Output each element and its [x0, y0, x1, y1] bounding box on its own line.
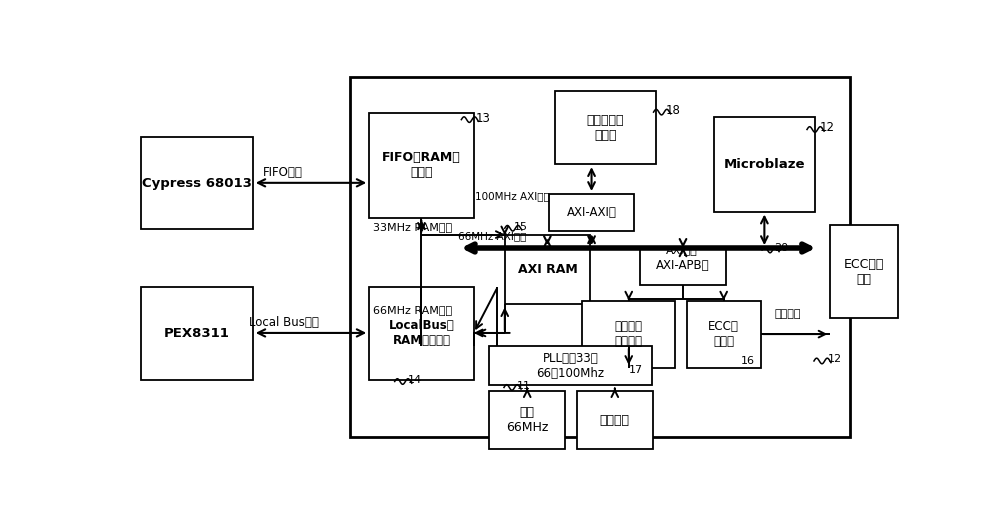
Text: 迭代哈希运
算模块: 迭代哈希运 算模块 [587, 114, 624, 142]
Text: 20: 20 [774, 243, 789, 253]
Text: 18: 18 [665, 104, 680, 116]
Text: 66MHz AXI接口: 66MHz AXI接口 [458, 231, 527, 242]
Text: 66MHz RAM接口: 66MHz RAM接口 [373, 305, 452, 315]
FancyBboxPatch shape [140, 287, 253, 380]
Text: LocalBus转
RAM接口模块: LocalBus转 RAM接口模块 [389, 319, 454, 347]
Text: 异步接口: 异步接口 [774, 309, 801, 320]
Text: 13: 13 [475, 111, 490, 125]
Text: 15: 15 [514, 223, 528, 232]
FancyBboxPatch shape [140, 136, 253, 229]
Text: 12: 12 [819, 122, 834, 134]
FancyBboxPatch shape [555, 91, 656, 164]
Text: 17: 17 [629, 365, 643, 374]
Text: 12: 12 [828, 354, 842, 364]
Text: ECC控
制模块: ECC控 制模块 [708, 320, 739, 348]
Text: AXI-AXI桥: AXI-AXI桥 [567, 206, 616, 219]
Text: ECC算法
芯片: ECC算法 芯片 [844, 258, 885, 286]
FancyBboxPatch shape [350, 77, 850, 437]
Text: Cypress 68013: Cypress 68013 [142, 176, 252, 189]
FancyBboxPatch shape [549, 194, 634, 231]
Text: FIFO总线: FIFO总线 [262, 166, 302, 179]
FancyBboxPatch shape [714, 117, 815, 212]
Text: Local Bus总线: Local Bus总线 [249, 316, 319, 329]
FancyBboxPatch shape [582, 301, 675, 368]
Text: 噪声芯片
控制模块: 噪声芯片 控制模块 [615, 320, 643, 348]
FancyBboxPatch shape [505, 235, 590, 305]
FancyBboxPatch shape [687, 301, 761, 368]
Text: AXI-APB桥: AXI-APB桥 [656, 260, 710, 272]
Text: 16: 16 [741, 356, 755, 366]
Text: AXI总线: AXI总线 [666, 245, 697, 254]
Text: FIFO转RAM接
口模块: FIFO转RAM接 口模块 [382, 151, 461, 179]
Text: 11: 11 [517, 381, 531, 391]
Text: 噪声芯片: 噪声芯片 [600, 413, 630, 426]
Text: Microblaze: Microblaze [724, 158, 805, 171]
Text: AXI RAM: AXI RAM [518, 264, 577, 277]
Text: 14: 14 [408, 376, 422, 385]
FancyBboxPatch shape [577, 391, 653, 449]
FancyBboxPatch shape [640, 247, 726, 285]
FancyBboxPatch shape [369, 287, 474, 380]
FancyBboxPatch shape [369, 113, 474, 218]
Text: 100MHz AXI接口: 100MHz AXI接口 [475, 191, 550, 201]
Text: PLL输出33，
66，100Mhz: PLL输出33， 66，100Mhz [537, 352, 605, 380]
Text: PEX8311: PEX8311 [164, 327, 230, 340]
FancyBboxPatch shape [489, 346, 652, 385]
FancyBboxPatch shape [489, 391, 565, 449]
Text: 晶振
66MHz: 晶振 66MHz [506, 406, 548, 434]
Text: 33MHz RAM接口: 33MHz RAM接口 [373, 222, 452, 232]
FancyBboxPatch shape [830, 226, 898, 318]
